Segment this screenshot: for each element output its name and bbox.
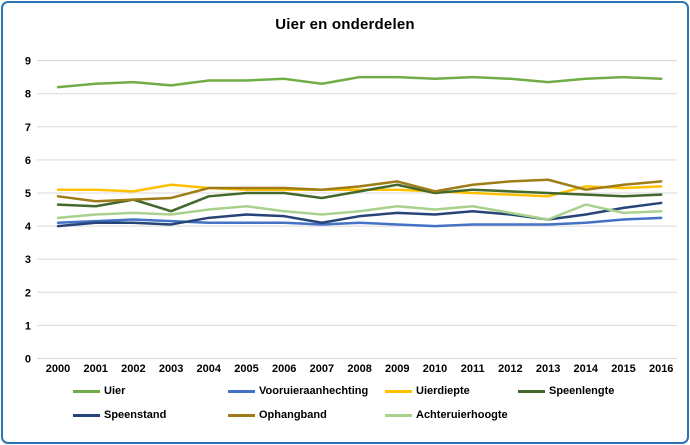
- x-axis-tick-label: 2007: [310, 363, 334, 375]
- line-chart: 0 1 2 3 4 5 6 7 8 9 2000 2001 2002 2003 2004 2005 2006 20…: [25, 56, 677, 375]
- legend-line-swatch: [228, 413, 255, 417]
- series-line-vooruieraanhechting: [56, 216, 663, 228]
- legend-label: Speenlengte: [549, 385, 615, 397]
- x-axis-tick-label: 2003: [159, 363, 183, 375]
- x-axis-tick-label: 2010: [423, 363, 447, 375]
- x-axis-tick-label: 2005: [234, 363, 258, 375]
- legend-item-uier: Uier: [73, 384, 125, 398]
- legend-label: Vooruieraanhechting: [259, 385, 369, 397]
- y-axis-tick-label: 0: [25, 354, 31, 366]
- series-line-uier: [56, 75, 663, 89]
- legend-line-swatch: [518, 389, 545, 393]
- legend-line-swatch: [73, 413, 100, 417]
- series-line-ophangband: [56, 178, 663, 203]
- x-axis-tick-label: 2008: [347, 363, 371, 375]
- y-axis-tick-label: 9: [25, 56, 31, 68]
- x-axis-tick-label: 2014: [574, 363, 599, 375]
- x-axis-tick-label: 2001: [83, 363, 107, 375]
- y-axis-tick-label: 5: [25, 188, 31, 200]
- legend-line-swatch: [73, 389, 100, 393]
- x-axis-tick-label: 2011: [461, 363, 485, 375]
- chart-title: Uier en onderdelen: [275, 16, 415, 33]
- y-axis-tick-label: 8: [25, 89, 31, 101]
- x-axis-tick-label: 2016: [649, 363, 673, 375]
- x-axis-tick-label: 2006: [272, 363, 296, 375]
- x-axis-tick-label: 2009: [385, 363, 409, 375]
- legend-item-ophangband: Ophangband: [228, 408, 327, 422]
- legend-line-swatch: [228, 389, 255, 393]
- legend-label: Speenstand: [104, 409, 167, 421]
- x-axis-tick-label: 2015: [611, 363, 635, 375]
- legend-item-speenlengte: Speenlengte: [518, 384, 614, 398]
- x-axis-tick-label: 2004: [197, 363, 222, 375]
- y-axis-tick-label: 3: [25, 254, 31, 266]
- x-axis-tick-label: 2012: [498, 363, 522, 375]
- legend-label: Ophangband: [259, 409, 327, 421]
- legend-item-vooruieraanhechting: Vooruieraanhechting: [228, 384, 368, 398]
- legend-item-uierdiepte: Uierdiepte: [385, 384, 470, 398]
- legend-line-swatch: [385, 413, 412, 417]
- legend-line-swatch: [385, 389, 412, 393]
- y-axis-tick-label: 7: [25, 122, 31, 134]
- y-axis-tick-label: 1: [25, 320, 31, 332]
- series-line-speenlengte: [56, 183, 663, 213]
- x-axis-tick-label: 2013: [536, 363, 560, 375]
- legend-label: Uier: [104, 385, 126, 397]
- legend-item-achteruierhoogte: Achteruierhoogte: [385, 408, 508, 422]
- y-axis-tick-label: 4: [25, 221, 32, 233]
- legend-label: Uierdiepte: [416, 385, 470, 397]
- x-axis-tick-label: 2000: [46, 363, 70, 375]
- y-axis-tick-label: 6: [25, 155, 31, 167]
- x-axis-tick-label: 2002: [121, 363, 145, 375]
- series-line-speenstand: [56, 201, 663, 228]
- legend-label: Achteruierhoogte: [416, 409, 508, 421]
- y-axis-tick-label: 2: [25, 287, 31, 299]
- legend-item-speenstand: Speenstand: [73, 408, 166, 422]
- series-line-achteruierhoogte: [56, 203, 663, 221]
